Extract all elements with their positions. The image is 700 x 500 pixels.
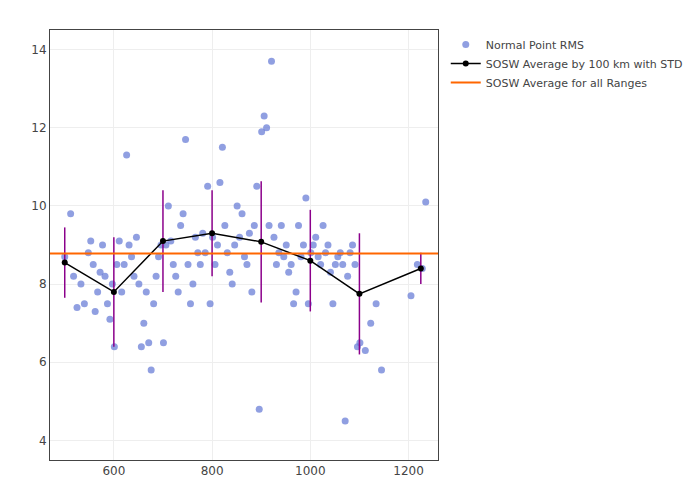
svg-text:10: 10: [31, 199, 46, 213]
svg-text:Normal Point RMS: Normal Point RMS: [486, 39, 584, 52]
svg-text:4: 4: [39, 434, 47, 448]
svg-text:SOSW Average for all Ranges: SOSW Average for all Ranges: [486, 77, 647, 90]
svg-text:1000: 1000: [295, 464, 326, 478]
svg-text:6: 6: [39, 355, 47, 369]
svg-text:12: 12: [31, 121, 46, 135]
svg-text:8: 8: [39, 277, 47, 291]
svg-text:800: 800: [201, 464, 224, 478]
svg-text:14: 14: [31, 43, 46, 57]
svg-text:600: 600: [102, 464, 125, 478]
svg-text:1200: 1200: [393, 464, 424, 478]
svg-text:SOSW Average by 100 km with ST: SOSW Average by 100 km with STD: [486, 58, 683, 71]
